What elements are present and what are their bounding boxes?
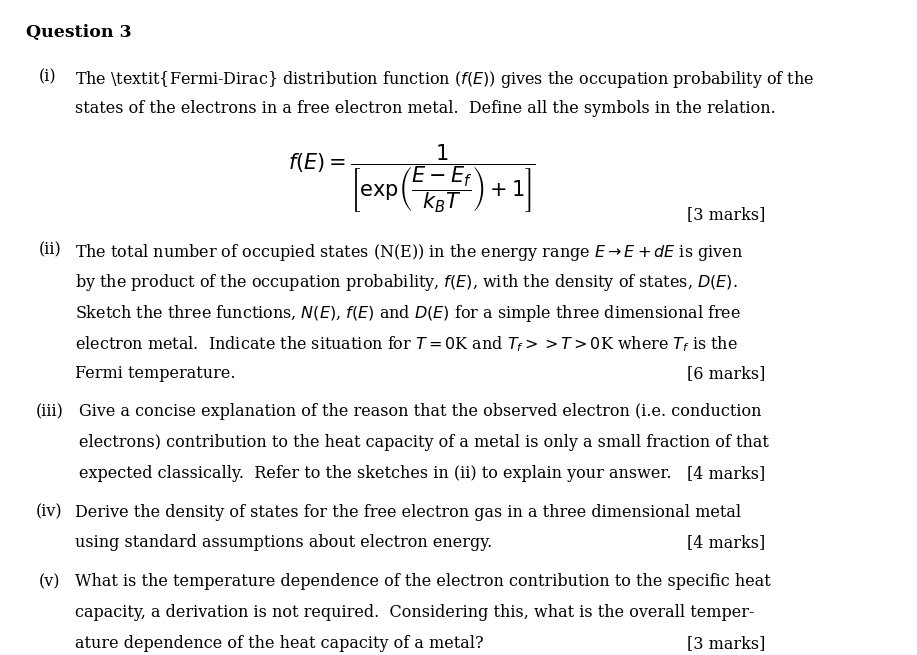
Text: states of the electrons in a free electron metal.  Define all the symbols in the: states of the electrons in a free electr… (75, 100, 776, 117)
Text: electron metal.  Indicate the situation for $T = 0$K and $T_f >> T > 0$K where $: electron metal. Indicate the situation f… (75, 334, 738, 354)
Text: using standard assumptions about electron energy.: using standard assumptions about electro… (75, 534, 492, 552)
Text: (iii): (iii) (36, 403, 64, 421)
Text: electrons) contribution to the heat capacity of a metal is only a small fraction: electrons) contribution to the heat capa… (80, 434, 769, 451)
Text: (ii): (ii) (39, 242, 61, 259)
Text: (iv): (iv) (36, 504, 62, 521)
Text: Fermi temperature.: Fermi temperature. (75, 365, 236, 382)
Text: [3 marks]: [3 marks] (687, 206, 766, 223)
Text: expected classically.  Refer to the sketches in (ii) to explain your answer.: expected classically. Refer to the sketc… (80, 465, 672, 482)
Text: [6 marks]: [6 marks] (687, 365, 766, 382)
Text: Derive the density of states for the free electron gas in a three dimensional me: Derive the density of states for the fre… (75, 504, 742, 521)
Text: by the product of the occupation probability, $f(E)$, with the density of states: by the product of the occupation probabi… (75, 272, 738, 293)
Text: Give a concise explanation of the reason that the observed electron (i.e. conduc: Give a concise explanation of the reason… (80, 403, 762, 421)
Text: $f(E) = \dfrac{1}{\left[\exp\!\left(\dfrac{E-E_f}{k_BT}\right)+1\right]}$: $f(E) = \dfrac{1}{\left[\exp\!\left(\dfr… (288, 142, 536, 215)
Text: The total number of occupied states (N(E)) in the energy range $E \rightarrow E : The total number of occupied states (N(E… (75, 242, 744, 263)
Text: [3 marks]: [3 marks] (687, 635, 766, 652)
Text: Question 3: Question 3 (26, 24, 132, 41)
Text: [4 marks]: [4 marks] (688, 465, 766, 482)
Text: (i): (i) (39, 69, 56, 86)
Text: The \textit{Fermi-Dirac} distribution function ($f(E)$) gives the occupation pro: The \textit{Fermi-Dirac} distribution fu… (75, 69, 814, 90)
Text: Sketch the three functions, $N(E)$, $f(E)$ and $D(E)$ for a simple three dimensi: Sketch the three functions, $N(E)$, $f(E… (75, 303, 741, 324)
Text: capacity, a derivation is not required.  Considering this, what is the overall t: capacity, a derivation is not required. … (75, 604, 755, 621)
Text: ature dependence of the heat capacity of a metal?: ature dependence of the heat capacity of… (75, 635, 484, 652)
Text: (v): (v) (39, 573, 60, 590)
Text: [4 marks]: [4 marks] (688, 534, 766, 552)
Text: What is the temperature dependence of the electron contribution to the specific : What is the temperature dependence of th… (75, 573, 771, 590)
